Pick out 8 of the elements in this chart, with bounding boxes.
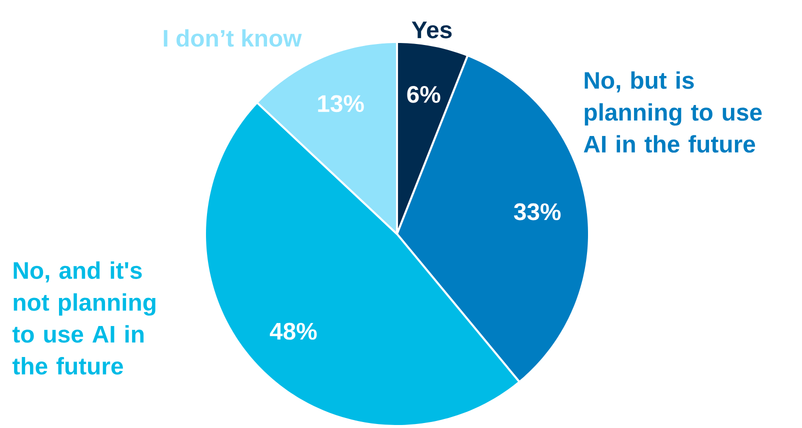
data-label: 13% (318, 95, 364, 112)
data-label: 48% (270, 322, 317, 340)
slice-label: No, and it's not planning to use AI in the future (12, 261, 156, 375)
data-label: 6% (407, 86, 440, 103)
slice-label: No, but is planning to use AI in the future (584, 71, 762, 153)
slice-label: I don’t know (164, 29, 302, 47)
slice-label: Yes (412, 22, 452, 38)
data-label: 33% (514, 203, 561, 220)
